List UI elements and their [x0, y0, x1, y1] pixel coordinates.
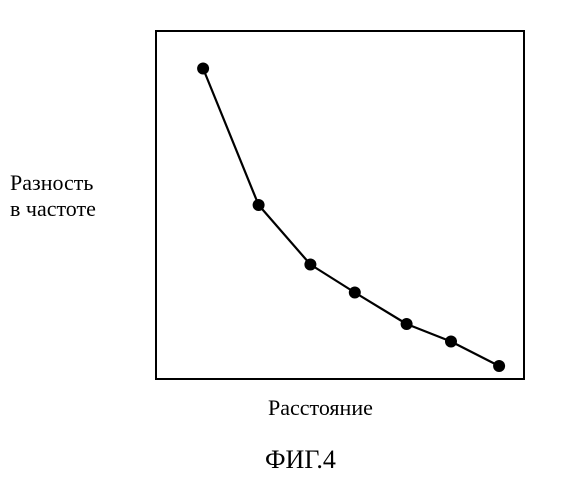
x-axis-label: Расстояние [268, 395, 373, 421]
figure-container: Разность в частоте Расстояние ФИГ.4 [0, 0, 574, 500]
chart-plot-area [155, 30, 525, 380]
chart-svg [155, 30, 525, 380]
y-axis-label-line2: в частоте [10, 196, 96, 222]
y-axis-label-line1: Разность [10, 170, 96, 196]
y-axis-label: Разность в частоте [10, 170, 96, 222]
figure-caption: ФИГ.4 [265, 445, 336, 475]
